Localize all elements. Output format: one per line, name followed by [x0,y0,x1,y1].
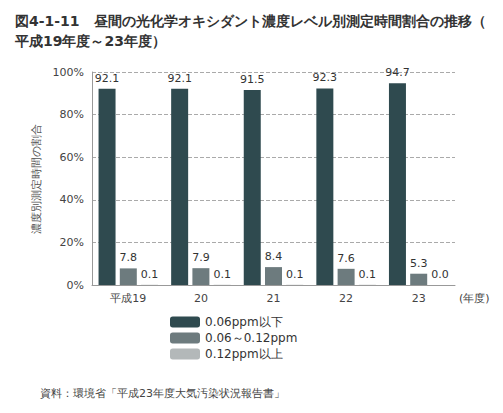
svg-text:平成19年度～23年度）: 平成19年度～23年度） [14,33,166,49]
svg-text:91.5: 91.5 [240,73,265,86]
svg-text:(年度): (年度) [459,292,490,305]
svg-text:8.4: 8.4 [265,250,283,263]
svg-text:7.9: 7.9 [192,251,210,264]
svg-text:100%: 100% [53,66,84,79]
svg-text:80%: 80% [60,108,84,121]
svg-text:40%: 40% [60,193,84,206]
svg-text:0.1: 0.1 [213,268,231,281]
svg-text:資料：環境省「平成23年度大気汚染状況報告書」: 資料：環境省「平成23年度大気汚染状況報告書」 [40,387,285,400]
svg-text:5.3: 5.3 [410,257,428,270]
svg-text:0.1: 0.1 [359,268,377,281]
svg-text:0.12ppm以上: 0.12ppm以上 [205,347,283,361]
svg-text:92.3: 92.3 [313,71,338,84]
svg-text:0.0: 0.0 [431,268,449,281]
svg-text:60%: 60% [60,151,84,164]
svg-text:92.1: 92.1 [95,72,120,85]
svg-text:22: 22 [339,292,353,305]
svg-text:23: 23 [412,292,426,305]
svg-text:20: 20 [194,292,208,305]
svg-text:0.06～0.12ppm: 0.06～0.12ppm [205,331,297,345]
svg-text:図4-1-11 昼間の光化学オキシダント濃度レベル別測定時間: 図4-1-11 昼間の光化学オキシダント濃度レベル別測定時間割合の推移（ [15,13,486,29]
svg-text:0.1: 0.1 [286,268,304,281]
svg-text:7.6: 7.6 [337,252,355,265]
svg-text:平成19: 平成19 [110,292,146,305]
svg-text:20%: 20% [60,236,84,249]
svg-text:0%: 0% [67,279,84,292]
svg-text:7.8: 7.8 [120,251,138,264]
svg-text:94.7: 94.7 [385,66,410,79]
svg-text:濃度別測定時間の割合: 濃度別測定時間の割合 [30,124,43,234]
svg-text:0.06ppm以下: 0.06ppm以下 [205,315,283,329]
svg-text:21: 21 [267,292,281,305]
svg-text:0.1: 0.1 [141,268,159,281]
svg-text:92.1: 92.1 [167,72,192,85]
